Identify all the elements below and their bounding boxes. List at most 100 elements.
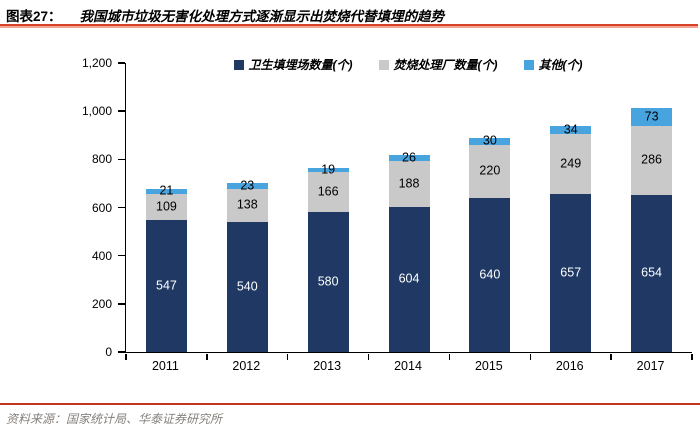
x-tick-mark [286,353,289,360]
y-axis: 0 200 400 600 800 1,000 1,200 [0,56,112,359]
bar-segment: 580 [307,212,349,352]
bar-segment: 286 [631,125,673,195]
bar-segment: 604 [388,206,430,352]
stacked-bar: 654 286 73 [631,63,673,352]
y-tick-label: 200 [91,296,112,311]
bar-segment: 547 [145,220,187,352]
chart-legend: 卫生填埋场数量(个) 焚烧处理厂数量(个) 其他(个) [125,56,691,73]
bar-segment: 188 [388,161,430,207]
legend-item: 焚烧处理厂数量(个) [378,56,498,73]
legend-item: 其他(个) [523,56,583,73]
bar-segment: 138 [226,188,268,222]
y-tick-mark [118,158,125,161]
data-label: 109 [155,199,177,214]
bar-segment: 540 [226,221,268,352]
figure-number: 图表27： [6,9,62,24]
bar-group-2014: 604 188 26 [369,63,450,352]
x-axis-label: 2013 [313,359,342,373]
data-label: 220 [479,163,501,178]
x-axis-label: 2011 [151,359,179,373]
plot-area: 547 109 21 540 138 23 580 166 19 604 188 26 640 220 30… [118,62,693,360]
legend-label: 卫生填埋场数量(个) [248,58,353,72]
figure-title: 我国城市垃圾无害化处理方式逐渐显示出焚烧代替填埋的趋势 [79,9,445,24]
title-rule [0,24,698,28]
y-tick-mark [118,254,125,257]
y-tick-label: 800 [91,152,112,167]
data-label: 547 [155,278,177,293]
y-tick-mark [118,351,125,353]
bar-segment: 73 [631,108,673,126]
x-axis-label: 2012 [232,359,261,373]
stacked-bar: 640 220 30 [469,63,511,352]
data-label: 540 [236,279,258,294]
data-label: 138 [236,197,258,212]
stacked-bar: 657 249 34 [550,63,592,352]
bar-group-2013: 580 166 19 [288,63,369,352]
bar-segment: 654 [631,194,673,352]
bar-group-2012: 540 138 23 [207,63,288,352]
x-tick-mark [691,353,693,360]
x-axis-label: 2016 [555,359,584,373]
bars-container: 547 109 21 540 138 23 580 166 19 604 188 26 640 220 30… [126,63,692,352]
data-label: 640 [479,267,501,282]
stacked-bar: 580 166 19 [307,63,349,352]
data-label: 19 [321,162,336,177]
bar-segment: 166 [307,172,349,213]
x-tick-mark [125,353,127,360]
legend-item: 卫生填埋场数量(个) [233,56,353,73]
x-axis-label: 2015 [474,359,503,373]
data-label: 21 [159,183,174,198]
legend-swatch-icon [233,59,244,70]
bar-segment: 19 [307,163,349,176]
stacked-bar: 540 138 23 [226,63,268,352]
data-label: 604 [398,271,420,286]
x-tick-mark [448,353,451,360]
data-label: 654 [641,265,663,280]
bar-segment: 23 [226,179,268,192]
data-label: 166 [317,184,339,199]
data-label: 580 [317,274,339,289]
x-tick-mark [206,353,208,360]
x-tick-mark [529,353,532,360]
legend-swatch-icon [523,59,534,70]
x-axis-label: 2017 [636,359,665,373]
title-rule-dark-line [0,24,698,26]
y-tick-mark [118,303,125,305]
y-tick-label: 600 [91,200,112,215]
legend-label: 焚烧处理厂数量(个) [393,58,498,72]
data-label: 26 [402,150,416,165]
legend-swatch-icon [378,59,389,70]
data-label: 30 [482,133,497,148]
x-axis-labels: 2011 2012 2013 2014 2015 2016 2017 [125,359,691,373]
stacked-bar: 547 109 21 [145,63,187,352]
stacked-bar: 604 188 26 [388,63,430,352]
bar-segment: 220 [469,144,511,198]
bar-group-2011: 547 109 21 [126,63,207,352]
bar-segment: 657 [550,193,592,352]
data-label: 23 [240,178,255,193]
x-tick-mark [367,353,370,360]
bar-segment: 21 [145,184,187,197]
x-axis-label: 2014 [394,359,422,373]
y-tick-label: 1,000 [81,104,112,119]
data-label: 657 [560,265,582,280]
bar-group-2016: 657 249 34 [530,63,611,352]
data-label: 73 [644,109,659,124]
x-tick-mark [610,353,612,360]
data-label: 249 [560,156,582,171]
data-label: 286 [641,152,663,167]
bar-group-2015: 640 220 30 [449,63,530,352]
bar-segment: 249 [550,133,592,194]
y-tick-label: 1,200 [81,56,112,70]
y-tick-mark [118,62,125,64]
bar-segment: 640 [469,197,511,352]
data-label: 34 [563,122,578,137]
y-tick-label: 400 [91,248,112,263]
bar-segment: 109 [145,194,187,221]
source-note: 资料来源：国家统计局、华泰证券研究所 [6,412,223,426]
bar-segment: 34 [550,122,592,137]
data-label: 188 [398,176,420,191]
bar-segment: 30 [469,133,511,148]
figure-header: 图表27： 我国城市垃圾无害化处理方式逐渐显示出焚烧代替填埋的趋势 [6,5,444,25]
